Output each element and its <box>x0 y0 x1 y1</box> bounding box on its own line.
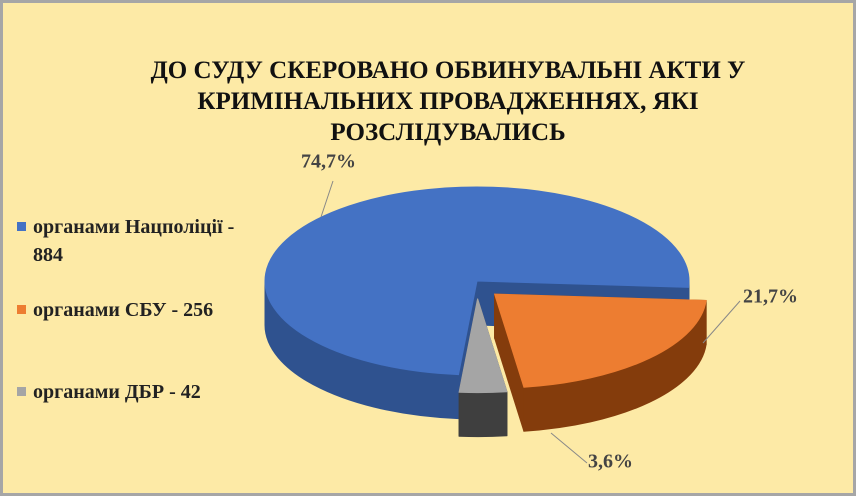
data-label: 21,7% <box>743 286 798 308</box>
legend-label: органами ДБР - 42 <box>33 381 201 403</box>
legend-item: органами ДБР - 42 <box>15 378 248 406</box>
legend-item: органами СБУ - 256 <box>15 296 248 324</box>
legend-label: органами СБУ - 256 <box>33 299 214 321</box>
slice-side <box>458 391 508 438</box>
data-label: 3,6% <box>588 451 633 473</box>
chart-title: ДО СУДУ СКЕРОВАНО ОБВИНУВАЛЬНІ АКТИ У КР… <box>150 57 746 146</box>
leader-line <box>702 300 741 344</box>
pie-area: 74,7% 21,7% 3,6% <box>264 151 798 473</box>
legend-swatch <box>17 305 26 314</box>
leader-line <box>550 432 588 464</box>
legend-swatch <box>17 222 26 231</box>
legend-item: органами Нацполіції - 884 <box>15 213 248 269</box>
leader-line <box>320 180 334 218</box>
slice <box>493 293 707 388</box>
slice <box>264 186 690 376</box>
legend-swatch <box>17 387 26 396</box>
legend-label: органами Нацполіції - 884 <box>33 216 235 266</box>
data-label: 74,7% <box>301 151 356 173</box>
slice <box>458 298 508 394</box>
